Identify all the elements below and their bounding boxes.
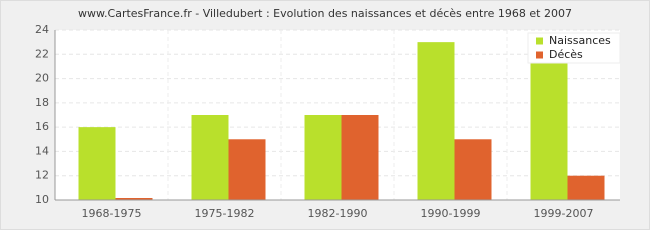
x-tick-label: 1990-1999: [421, 207, 481, 220]
bar: [417, 42, 455, 201]
bar: [530, 42, 568, 201]
bar: [78, 127, 116, 200]
legend-label: Naissances: [549, 34, 611, 47]
x-tick-label: 1982-1990: [308, 207, 368, 220]
y-tick-label: 22: [35, 47, 49, 60]
bar: [191, 115, 229, 200]
bar: [228, 139, 266, 200]
legend-swatch: [536, 51, 543, 59]
chart: www.CartesFrance.fr - Villedubert : Evol…: [0, 0, 650, 230]
x-tick-label: 1975-1982: [195, 207, 255, 220]
legend-swatch: [536, 37, 543, 45]
legend-label: Décès: [549, 48, 583, 61]
y-tick-label: 20: [35, 72, 49, 85]
legend-box: [527, 32, 621, 64]
y-tick-label: 12: [35, 169, 49, 182]
bar: [115, 198, 153, 200]
y-tick-label: 16: [35, 120, 49, 133]
y-tick-label: 24: [35, 23, 49, 36]
bar: [454, 139, 492, 200]
bar: [567, 175, 605, 200]
chart-title: www.CartesFrance.fr - Villedubert : Evol…: [78, 7, 572, 20]
y-tick-label: 10: [35, 193, 49, 206]
y-tick-label: 14: [35, 144, 49, 157]
x-tick-label: 1999-2007: [534, 207, 594, 220]
bar: [341, 115, 379, 200]
y-tick-label: 18: [35, 96, 49, 109]
bar: [304, 115, 342, 200]
x-tick-label: 1968-1975: [82, 207, 142, 220]
